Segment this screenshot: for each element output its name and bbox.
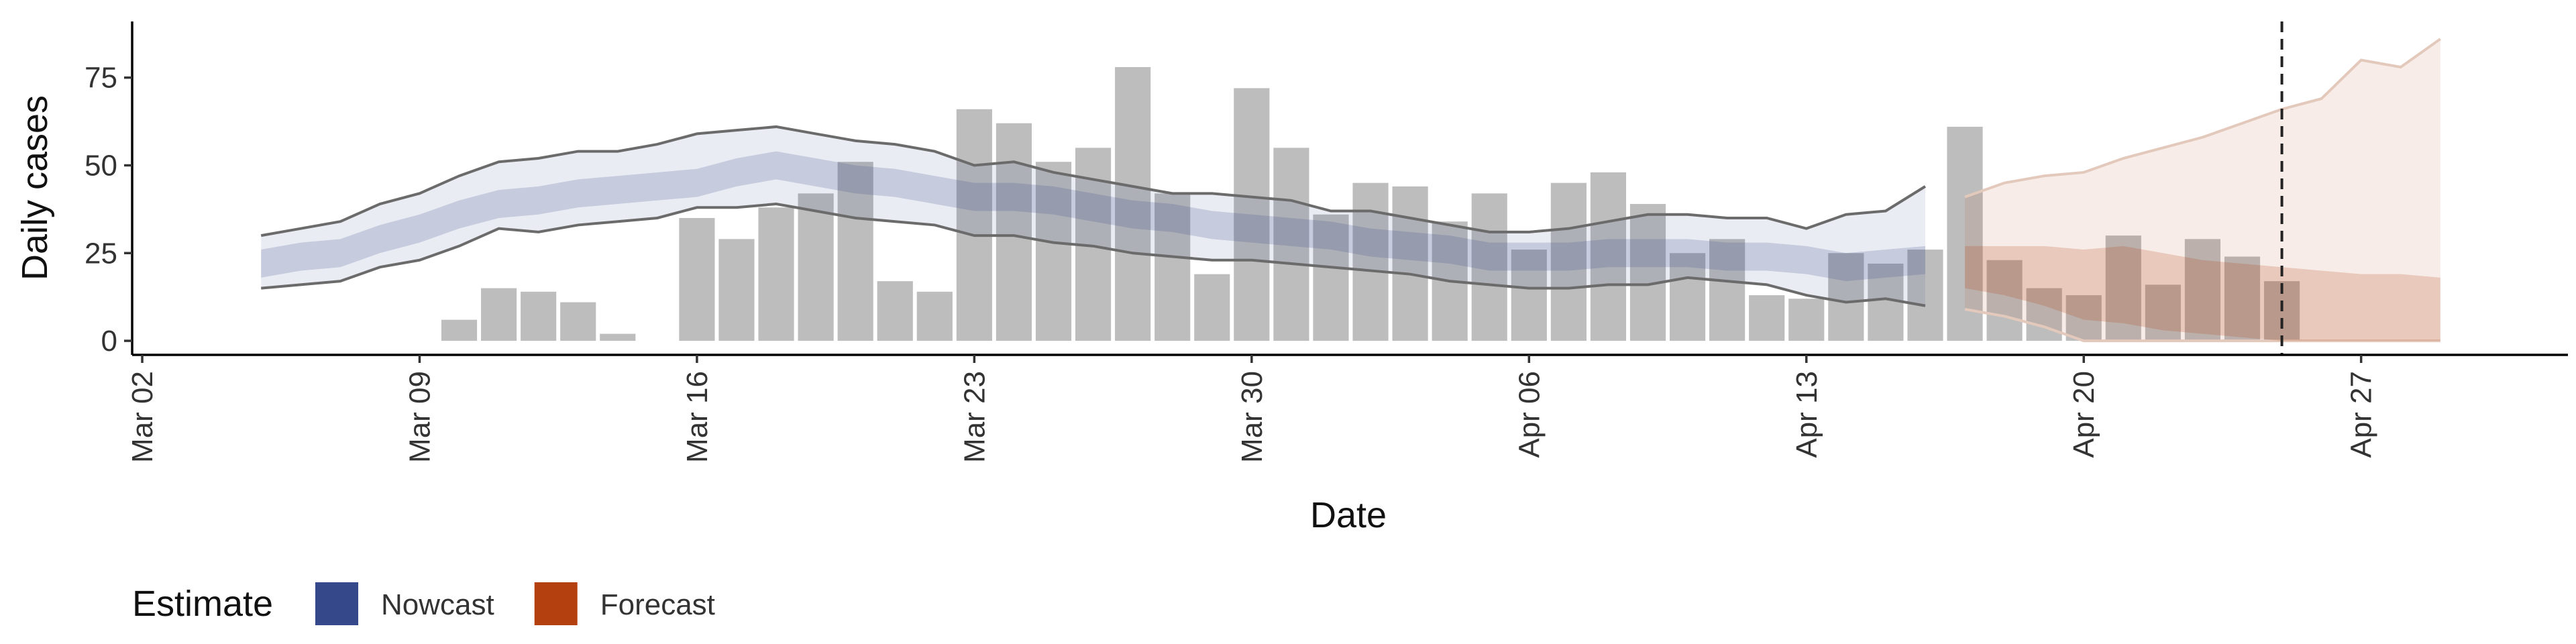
band-lower-edge <box>1964 308 2440 343</box>
bar <box>2224 256 2261 341</box>
bar <box>2184 239 2220 341</box>
x-tick-label: Mar 09 <box>403 371 436 463</box>
bar <box>1788 299 1825 341</box>
y-axis-title: Daily cases <box>15 95 55 280</box>
ribbon-band <box>1965 246 2440 341</box>
legend-swatch <box>315 582 358 625</box>
bar <box>1590 172 1627 341</box>
bar <box>1115 67 1151 341</box>
x-tick-label: Mar 23 <box>958 371 991 463</box>
ribbon-band <box>261 151 1925 282</box>
x-tick-label: Apr 13 <box>1790 371 1823 458</box>
bar <box>1550 182 1587 341</box>
x-tick-label: Mar 16 <box>681 371 714 463</box>
bar <box>1947 126 1983 341</box>
y-tick-label: 0 <box>101 325 117 358</box>
y-tick-label: 50 <box>85 149 117 182</box>
bar <box>560 302 596 341</box>
bar <box>1669 253 1706 341</box>
bar <box>798 193 834 341</box>
x-tick-label: Mar 02 <box>126 371 159 463</box>
bar <box>1273 148 1309 341</box>
bar <box>521 291 557 341</box>
x-axis-title: Date <box>1310 495 1387 535</box>
bar <box>956 109 992 341</box>
bar <box>1629 204 1666 341</box>
bar <box>1828 253 1864 341</box>
ribbon-band <box>261 126 1925 306</box>
bar <box>916 291 953 341</box>
bar <box>481 288 517 341</box>
bar <box>1907 250 1943 341</box>
bar <box>996 123 1032 341</box>
band-upper-edge <box>1964 38 2441 199</box>
legend-title: Estimate <box>132 584 273 624</box>
bar <box>758 207 794 341</box>
ribbon-band <box>1965 39 2440 341</box>
bar <box>1868 263 1904 341</box>
bar <box>1234 88 1270 341</box>
bar <box>2105 235 2141 341</box>
x-tick-label: Apr 06 <box>1513 371 1546 458</box>
bar <box>1511 250 1547 341</box>
band-lower-edge <box>261 203 1926 307</box>
bar <box>1709 239 1746 341</box>
bar <box>441 319 478 341</box>
x-tick-label: Mar 30 <box>1236 371 1269 463</box>
bar <box>1392 186 1428 341</box>
bar <box>1313 214 1349 341</box>
y-tick-label: 25 <box>85 237 117 270</box>
x-tick-label: Apr 27 <box>2345 371 2378 458</box>
legend-label: Forecast <box>600 588 715 621</box>
band-upper-edge <box>260 125 1927 237</box>
legend-swatch <box>534 582 578 625</box>
bar <box>2145 284 2181 341</box>
legend-label: Nowcast <box>381 588 494 621</box>
bar <box>679 217 715 341</box>
bar <box>2065 295 2102 341</box>
bar <box>837 162 873 341</box>
bar <box>1155 193 1191 341</box>
bar <box>877 281 913 341</box>
bar <box>1194 274 1230 341</box>
bar <box>1749 295 1785 341</box>
x-tick-label: Apr 20 <box>2068 371 2100 458</box>
bar <box>1471 193 1507 341</box>
y-tick-label: 75 <box>85 62 117 95</box>
bar <box>1352 182 1389 341</box>
bar <box>1986 260 2023 341</box>
bar <box>1035 162 1072 341</box>
bar <box>718 239 755 341</box>
bar <box>600 333 636 341</box>
